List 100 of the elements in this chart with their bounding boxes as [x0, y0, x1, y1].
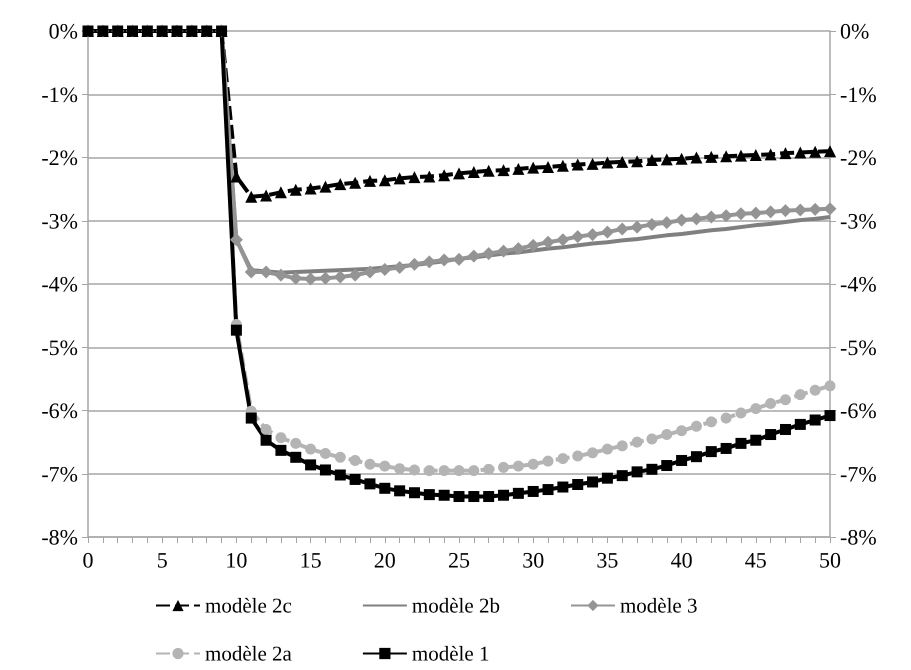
point	[454, 491, 464, 502]
point	[334, 470, 346, 481]
point	[542, 456, 554, 467]
point	[690, 420, 702, 432]
point	[334, 270, 347, 284]
point	[275, 444, 286, 456]
legend-label: modèle 2c	[205, 594, 292, 618]
point	[616, 440, 628, 452]
point	[704, 210, 718, 224]
point	[290, 184, 302, 196]
point	[646, 464, 658, 475]
point	[660, 216, 674, 230]
point	[498, 462, 510, 473]
point	[423, 170, 436, 182]
legend-label: modèle 2a	[205, 642, 293, 666]
point	[750, 403, 762, 414]
point	[794, 389, 806, 400]
x-tick-label: 25	[448, 548, 470, 572]
point	[320, 464, 331, 476]
point	[571, 230, 584, 244]
x-tick-label: 0	[82, 548, 94, 572]
point	[616, 222, 629, 236]
legend-label: modèle 1	[412, 642, 490, 666]
point	[482, 164, 495, 177]
point	[349, 176, 362, 189]
point	[408, 171, 420, 184]
x-tick-label: 10	[225, 548, 248, 572]
point	[468, 491, 480, 502]
point	[720, 412, 732, 424]
point	[244, 265, 258, 278]
point	[720, 209, 733, 222]
point	[676, 152, 688, 165]
point	[320, 448, 331, 460]
point	[690, 451, 702, 462]
point	[810, 384, 821, 396]
point	[557, 482, 568, 493]
point	[750, 434, 762, 446]
point	[483, 491, 494, 502]
point	[572, 479, 584, 490]
y2-tick-label: -6%	[840, 398, 877, 423]
point	[527, 162, 540, 174]
point	[305, 459, 316, 470]
point	[794, 203, 807, 216]
y2-tick-label: -3%	[840, 208, 877, 234]
point	[378, 262, 392, 276]
y-tick-label: -2%	[41, 145, 78, 170]
point	[289, 272, 302, 285]
point	[780, 424, 791, 435]
point	[690, 212, 703, 226]
point	[393, 261, 406, 274]
point	[512, 162, 524, 175]
point	[364, 478, 376, 490]
point	[720, 150, 732, 162]
y2-tick-label: -2%	[840, 145, 877, 170]
point	[675, 214, 688, 227]
legend-label: modèle 3	[620, 594, 698, 618]
point	[586, 158, 599, 170]
point	[602, 444, 613, 455]
point	[468, 465, 480, 476]
point	[379, 460, 390, 472]
point	[794, 146, 806, 158]
point	[778, 204, 792, 218]
point	[646, 154, 658, 166]
point	[512, 242, 525, 256]
point	[676, 425, 688, 436]
y-tick-label: -1%	[41, 82, 78, 107]
point	[780, 394, 791, 406]
point	[394, 463, 406, 474]
point	[246, 412, 257, 424]
y2-tick-label: 0%	[840, 18, 870, 44]
point	[334, 178, 346, 190]
x-tick-label: 20	[374, 548, 396, 572]
point	[765, 398, 776, 410]
point	[452, 252, 466, 266]
point	[348, 268, 362, 282]
point	[572, 450, 584, 462]
y-tick-label: 0%	[48, 18, 78, 44]
point	[275, 432, 286, 444]
point	[498, 490, 510, 501]
point	[631, 155, 644, 168]
point	[749, 206, 762, 220]
point	[572, 158, 584, 170]
point	[394, 172, 406, 184]
point	[482, 247, 496, 260]
point	[616, 156, 628, 168]
point	[630, 220, 644, 234]
point	[735, 408, 746, 419]
point	[260, 265, 273, 278]
point	[734, 207, 748, 220]
x-tick-label: 40	[670, 548, 693, 572]
point	[438, 253, 451, 266]
point	[408, 258, 421, 271]
point	[528, 458, 539, 470]
point	[706, 416, 717, 428]
x-tick-label: 5	[156, 548, 168, 572]
y2-tick-label: -1%	[840, 82, 877, 107]
point	[824, 380, 836, 392]
point	[690, 152, 702, 164]
point	[779, 147, 792, 160]
point	[616, 470, 628, 482]
